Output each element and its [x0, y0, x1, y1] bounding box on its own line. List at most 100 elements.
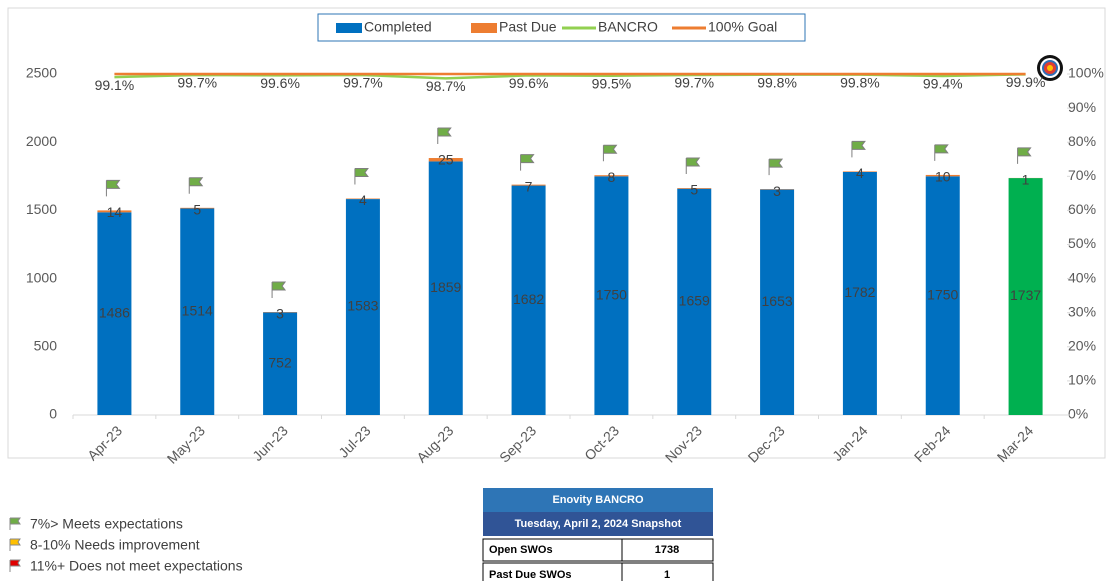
data-label: 99.8%	[757, 74, 797, 90]
legend-label: 100% Goal	[708, 19, 777, 35]
data-label: 99.9%	[1006, 74, 1046, 90]
data-label: 5	[193, 202, 201, 218]
data-label: 1	[1022, 172, 1030, 188]
data-label: 5	[690, 182, 698, 198]
data-label: 99.8%	[840, 74, 880, 90]
y2-tick-label: 0%	[1068, 406, 1088, 422]
bar-segment	[1008, 178, 1043, 415]
data-label: 8	[608, 169, 616, 185]
table-text: 1738	[655, 544, 679, 556]
y-tick-label: 500	[34, 338, 58, 354]
bar-segment	[428, 161, 463, 415]
note: 8-10% Needs improvement	[30, 537, 200, 553]
y2-tick-label: 10%	[1068, 372, 1096, 388]
flag-icon	[1017, 147, 1032, 164]
bar-segment	[180, 208, 215, 415]
y2-tick-label: 50%	[1068, 235, 1096, 251]
flag-icon	[271, 281, 287, 299]
target-icon	[1037, 55, 1063, 81]
data-label: 99.1%	[95, 77, 135, 93]
data-label: 99.4%	[923, 76, 963, 92]
table-subtitle-cell	[483, 512, 713, 536]
data-label: 1514	[182, 302, 213, 318]
data-label: 4	[359, 192, 367, 208]
data-label: 1653	[762, 293, 793, 309]
data-label: 3	[773, 183, 781, 199]
bar-segment	[677, 188, 712, 189]
bar-segment	[97, 210, 132, 213]
data-label: 99.7%	[177, 75, 217, 91]
bar-segment	[345, 199, 380, 415]
legend-frame	[317, 13, 806, 42]
data-label: 1486	[99, 304, 130, 320]
data-label: 10	[935, 169, 951, 185]
y2-tick-label: 30%	[1068, 303, 1096, 319]
flag-icon	[768, 158, 784, 176]
flag-icon	[934, 144, 949, 161]
y2-tick-label: 70%	[1068, 167, 1096, 183]
data-label: 1583	[347, 298, 378, 314]
y-tick-label: 2500	[26, 65, 57, 81]
bar-segment	[594, 175, 629, 177]
bar-segment	[97, 212, 132, 415]
table-title: Enovity BANCRO	[552, 494, 644, 506]
flag-icon	[105, 179, 121, 197]
data-label: 1737	[1010, 287, 1041, 303]
data-label: 7	[525, 178, 533, 194]
bar-segment	[263, 312, 298, 415]
y-tick-label: 2000	[26, 133, 57, 149]
y2-tick-label: 40%	[1068, 269, 1096, 285]
bar-segment	[594, 176, 629, 415]
y2-tick-label: 20%	[1068, 338, 1096, 354]
legend: Completed Past Due BANCRO 100% Goal	[317, 13, 806, 42]
data-label: 99.6%	[260, 75, 300, 91]
data-label: 14	[107, 204, 123, 220]
data-label: 1859	[430, 279, 461, 295]
bar-segment	[511, 184, 546, 186]
note: 7%> Meets expectations	[30, 516, 183, 532]
bar-segment	[428, 158, 463, 162]
data-label: 4	[856, 165, 864, 181]
bar-segment	[511, 185, 546, 415]
table-text: Open SWOs	[489, 544, 553, 556]
data-label: 1782	[844, 284, 875, 300]
table-cell	[621, 538, 714, 562]
flag-icon	[685, 157, 701, 175]
data-label: 99.5%	[592, 75, 632, 91]
flag-icon	[520, 154, 535, 171]
table-cell	[621, 562, 714, 581]
legend-label: Past Due	[499, 19, 557, 35]
bar-segment	[345, 198, 380, 200]
data-label: 1659	[679, 293, 710, 309]
bar-segment	[842, 171, 877, 415]
table-text: 1	[664, 569, 670, 581]
data-label: 752	[268, 354, 292, 370]
flag-icon	[188, 177, 204, 194]
data-label: 99.6%	[509, 75, 549, 91]
legend-label: BANCRO	[598, 19, 658, 35]
table-subtitle: Tuesday, April 2, 2024 Snapshot	[515, 518, 682, 530]
legend-swatch	[336, 23, 362, 33]
flag-icon	[851, 140, 866, 158]
bar-segment	[925, 176, 960, 415]
data-label: 99.7%	[343, 75, 383, 91]
legend-swatch	[471, 23, 497, 33]
notes: 7%> Meets expectations 8-10% Needs impro…	[9, 516, 243, 574]
y2-tick-label: 60%	[1068, 201, 1096, 217]
bar-segment	[677, 188, 712, 415]
bar-segment	[842, 171, 877, 172]
y2-tick-label: 80%	[1068, 133, 1096, 149]
legend-label: Completed	[364, 19, 432, 35]
bar-segment	[925, 174, 960, 177]
flag-icon	[437, 127, 452, 145]
bar-segment	[180, 207, 215, 209]
data-label: 3	[276, 306, 284, 322]
snapshot-table: Enovity BANCRO Tuesday, April 2, 2024 Sn…	[482, 488, 714, 581]
y-tick-label: 1000	[26, 269, 57, 285]
table-title-cell	[483, 488, 713, 512]
data-label: 25	[438, 152, 454, 168]
y-tick-label: 0	[49, 406, 57, 422]
flag-icon	[602, 144, 618, 162]
data-label: 1682	[513, 291, 544, 307]
data-label: 98.7%	[426, 78, 466, 94]
